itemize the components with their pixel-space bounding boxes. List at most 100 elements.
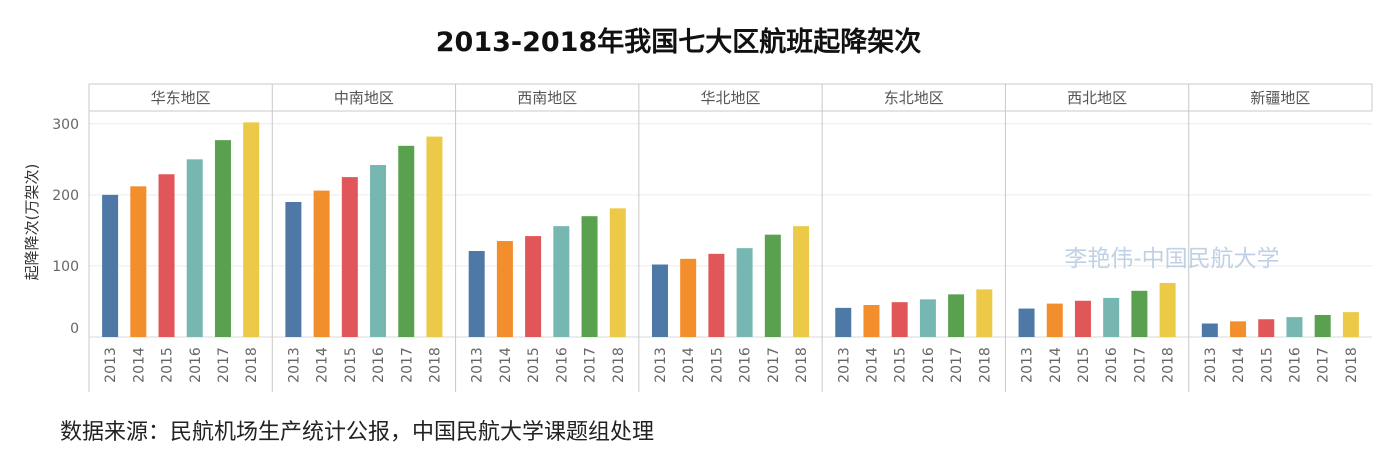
panel-title: 中南地区 [334, 89, 394, 107]
x-tick-label: 2014 [498, 347, 514, 383]
bar [186, 159, 203, 337]
x-tick-label: 2018 [794, 347, 810, 383]
x-tick-label: 2018 [611, 347, 627, 383]
x-tick-label: 2016 [554, 347, 570, 383]
panel-title: 华北地区 [700, 89, 760, 107]
bar [835, 307, 852, 337]
bar [680, 258, 697, 337]
x-tick-label: 2014 [864, 347, 880, 383]
bar [398, 145, 415, 337]
bar [468, 251, 485, 337]
panel-title: 西南地区 [517, 89, 577, 107]
x-tick-label: 2013 [836, 347, 852, 383]
x-tick-label: 2015 [1076, 347, 1092, 383]
x-tick-label: 2013 [653, 347, 669, 383]
gridlines [89, 123, 1372, 267]
panel-title: 华东地区 [151, 89, 211, 107]
y-tick-label: 200 [52, 188, 79, 204]
watermark: 李艳伟-中国民航大学 [1064, 246, 1279, 272]
bar [341, 177, 358, 337]
x-tick-label: 2016 [188, 347, 204, 383]
x-tick-label: 2017 [1316, 347, 1332, 383]
y-tick-label: 300 [52, 117, 79, 133]
x-tick-label: 2017 [216, 347, 232, 383]
bar [130, 186, 147, 337]
bar [609, 208, 626, 337]
bar [1018, 308, 1035, 337]
chart-title: 2013-2018年我国七大区航班起降架次 [435, 27, 922, 58]
source-footnote: 数据来源：民航机场生产统计公报，中国民航大学课题组处理 [60, 420, 655, 445]
x-tick-label: 2018 [1161, 347, 1177, 383]
bar [525, 236, 542, 337]
x-tick-label: 2017 [399, 347, 415, 383]
x-tick-label: 2016 [921, 347, 937, 383]
bar [1159, 282, 1176, 337]
x-tick-label: 2017 [1132, 347, 1148, 383]
bar [948, 294, 965, 337]
bar [285, 201, 302, 337]
bar [1201, 323, 1218, 337]
x-tick-label: 2017 [766, 347, 782, 383]
x-tick-label: 2017 [583, 347, 599, 383]
y-tick-label: 0 [70, 321, 79, 337]
x-tick-label: 2017 [949, 347, 965, 383]
x-tick-label: 2013 [103, 347, 119, 383]
x-tick-label: 2014 [131, 347, 147, 383]
x-tick-label: 2016 [1104, 347, 1120, 383]
bar [426, 136, 443, 337]
bar [243, 122, 260, 338]
bar [581, 216, 598, 337]
bar [651, 264, 668, 337]
bar [1074, 300, 1091, 337]
bar [1046, 303, 1063, 337]
bar [736, 248, 753, 337]
x-tick-label: 2015 [343, 347, 359, 383]
panel-title: 西北地区 [1067, 89, 1127, 107]
bar [1314, 314, 1331, 337]
bar [370, 165, 387, 337]
x-tick-label: 2014 [315, 347, 331, 383]
bar [496, 241, 513, 337]
bar [214, 140, 231, 337]
x-tick-label: 2016 [738, 347, 754, 383]
y-axis-title: 起降降次(万架次) [23, 164, 41, 281]
x-tick-label: 2018 [427, 347, 443, 383]
bar [313, 190, 330, 337]
bar [764, 234, 781, 337]
bar [1103, 297, 1120, 337]
x-tick-label: 2016 [1287, 347, 1303, 383]
y-tick-label: 100 [52, 259, 79, 275]
x-tick-label: 2015 [1259, 347, 1275, 383]
x-tick-label: 2014 [681, 347, 697, 383]
x-tick-label: 2013 [1203, 347, 1219, 383]
x-tick-label: 2014 [1048, 347, 1064, 383]
x-tick-label: 2014 [1231, 347, 1247, 383]
bar [1286, 317, 1303, 337]
panel-title: 新疆地区 [1250, 89, 1310, 107]
bar [1258, 319, 1275, 337]
bar [863, 305, 880, 337]
x-tick-label: 2018 [244, 347, 260, 383]
x-tick-label: 2015 [160, 347, 176, 383]
labels: 0 100 200 300 华东地区 2013 2014 2015 2016 2017 2018 中南… [52, 89, 1360, 383]
bar [919, 299, 936, 337]
x-tick-label: 2013 [470, 347, 486, 383]
panel-frames [88, 83, 1373, 392]
x-tick-label: 2013 [286, 347, 302, 383]
x-tick-label: 2015 [526, 347, 542, 383]
bar [708, 253, 725, 337]
bar [158, 174, 175, 337]
x-tick-label: 2018 [1344, 347, 1360, 383]
x-tick-label: 2018 [977, 347, 993, 383]
panel-title: 东北地区 [884, 89, 944, 107]
bar [891, 302, 908, 337]
x-tick-label: 2015 [893, 347, 909, 383]
bar [553, 226, 570, 337]
x-tick-label: 2015 [709, 347, 725, 383]
bar [976, 289, 993, 337]
bars [102, 122, 1359, 338]
bar [1230, 321, 1247, 337]
x-tick-label: 2013 [1020, 347, 1036, 383]
bar [793, 226, 810, 337]
